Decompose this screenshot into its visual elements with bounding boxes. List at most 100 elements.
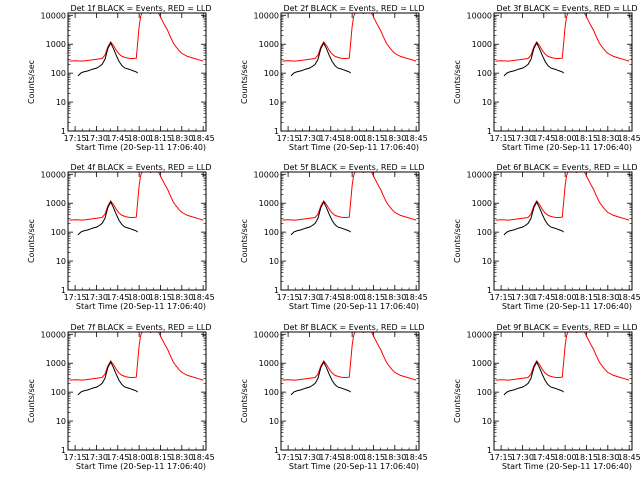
x-tick-label: 18:45 <box>618 293 640 302</box>
y-axis-label: Counts/sec <box>240 219 249 263</box>
lld-series-line <box>282 13 417 62</box>
y-tick-label: 10 <box>56 257 66 266</box>
y-tick-label: 100 <box>264 388 279 397</box>
x-tick-label: 17:30 <box>85 293 108 302</box>
x-tick-label: 17:30 <box>85 453 108 462</box>
x-tick-label: 18:00 <box>554 453 577 462</box>
plot-area <box>282 13 417 77</box>
x-tick-label: 17:15 <box>490 293 513 302</box>
x-tick-label: 18:15 <box>149 134 172 143</box>
x-tick-label: 17:45 <box>319 134 342 143</box>
x-tick-label: 18:45 <box>405 453 428 462</box>
x-tick-label: 18:15 <box>575 293 598 302</box>
y-tick-label: 10000 <box>254 330 279 339</box>
plot-area <box>282 172 417 236</box>
plot-frame <box>67 331 207 451</box>
x-axis-label: Start Time (20-Sep-11 17:06:40) <box>502 302 632 311</box>
y-tick-label: 1 <box>61 127 66 136</box>
x-tick-label: 18:15 <box>149 293 172 302</box>
x-tick-label: 18:45 <box>192 453 215 462</box>
plot-area <box>495 172 630 236</box>
y-tick-label: 1000 <box>472 40 492 49</box>
y-tick-label: 10 <box>56 98 66 107</box>
y-tick-label: 10000 <box>254 11 279 20</box>
x-tick-label: 18:15 <box>149 453 172 462</box>
y-tick-label: 100 <box>477 228 492 237</box>
x-tick-label: 17:15 <box>490 453 513 462</box>
plot-frame <box>493 12 633 132</box>
y-tick-label: 1 <box>487 286 492 295</box>
panel-title: Det 4f BLACK = Events, RED = LLD <box>70 163 211 172</box>
y-tick-label: 1000 <box>46 40 66 49</box>
x-tick-label: 17:30 <box>85 134 108 143</box>
x-tick-label: 17:15 <box>277 134 300 143</box>
x-tick-label: 18:30 <box>383 293 406 302</box>
y-tick-label: 100 <box>51 228 66 237</box>
x-tick-label: 18:00 <box>341 134 364 143</box>
y-tick-label: 10000 <box>41 11 66 20</box>
x-tick-label: 18:30 <box>170 293 193 302</box>
plot-frame <box>280 12 420 132</box>
x-tick-label: 17:45 <box>532 134 555 143</box>
y-tick-label: 10000 <box>467 11 492 20</box>
y-tick-label: 10000 <box>41 330 66 339</box>
y-tick-label: 100 <box>51 69 66 78</box>
events-series-line <box>503 41 565 77</box>
lld-series-line <box>495 172 630 221</box>
plot-frame <box>280 171 420 291</box>
y-tick-label: 10 <box>482 98 492 107</box>
plot-frame <box>67 12 207 132</box>
x-axis-label: Start Time (20-Sep-11 17:06:40) <box>502 143 632 152</box>
x-tick-label: 17:45 <box>532 293 555 302</box>
panel-det-1: Det 1f BLACK = Events, RED = LLD Counts/s… <box>27 4 215 152</box>
events-series-line <box>290 200 352 236</box>
x-axis-label: Start Time (20-Sep-11 17:06:40) <box>289 143 419 152</box>
y-tick-label: 1000 <box>472 359 492 368</box>
y-tick-label: 100 <box>264 69 279 78</box>
panel-title: Det 9f BLACK = Events, RED = LLD <box>496 323 637 332</box>
y-tick-label: 1 <box>61 286 66 295</box>
x-tick-label: 18:45 <box>618 134 640 143</box>
plot-area <box>69 332 204 396</box>
y-tick-label: 100 <box>477 388 492 397</box>
x-axis-label: Start Time (20-Sep-11 17:06:40) <box>76 143 206 152</box>
lld-series-line <box>282 332 417 381</box>
y-tick-label: 10000 <box>467 330 492 339</box>
panel-det-3: Det 3f BLACK = Events, RED = LLD Counts/s… <box>453 4 640 152</box>
x-tick-label: 17:15 <box>490 134 513 143</box>
x-tick-label: 18:45 <box>618 453 640 462</box>
x-axis-label: Start Time (20-Sep-11 17:06:40) <box>76 462 206 471</box>
y-tick-label: 10 <box>56 417 66 426</box>
y-tick-label: 100 <box>477 69 492 78</box>
panel-title: Det 8f BLACK = Events, RED = LLD <box>283 323 424 332</box>
y-tick-label: 1 <box>274 286 279 295</box>
y-tick-label: 10 <box>269 257 279 266</box>
y-axis-label: Counts/sec <box>27 379 36 423</box>
lld-series-line <box>495 332 630 381</box>
y-tick-label: 10000 <box>41 170 66 179</box>
panel-title: Det 7f BLACK = Events, RED = LLD <box>70 323 211 332</box>
y-tick-label: 1 <box>487 127 492 136</box>
y-tick-label: 1 <box>487 446 492 455</box>
panel-title: Det 2f BLACK = Events, RED = LLD <box>283 4 424 13</box>
y-axis-label: Counts/sec <box>453 379 462 423</box>
y-axis-label: Counts/sec <box>453 219 462 263</box>
x-tick-label: 17:15 <box>64 134 87 143</box>
x-tick-label: 18:30 <box>170 453 193 462</box>
events-series-line <box>77 200 139 236</box>
x-tick-label: 18:30 <box>170 134 193 143</box>
y-tick-label: 1000 <box>46 199 66 208</box>
x-axis-label: Start Time (20-Sep-11 17:06:40) <box>289 462 419 471</box>
x-tick-label: 17:30 <box>298 453 321 462</box>
panel-title: Det 5f BLACK = Events, RED = LLD <box>283 163 424 172</box>
x-tick-label: 17:45 <box>532 453 555 462</box>
y-tick-label: 1000 <box>46 359 66 368</box>
x-tick-label: 18:30 <box>383 453 406 462</box>
x-axis-label: Start Time (20-Sep-11 17:06:40) <box>502 462 632 471</box>
x-tick-label: 18:30 <box>383 134 406 143</box>
x-tick-label: 18:45 <box>405 134 428 143</box>
x-tick-label: 18:45 <box>405 293 428 302</box>
lld-series-line <box>282 172 417 221</box>
panel-det-2: Det 2f BLACK = Events, RED = LLD Counts/s… <box>240 4 428 152</box>
x-tick-label: 18:00 <box>554 134 577 143</box>
